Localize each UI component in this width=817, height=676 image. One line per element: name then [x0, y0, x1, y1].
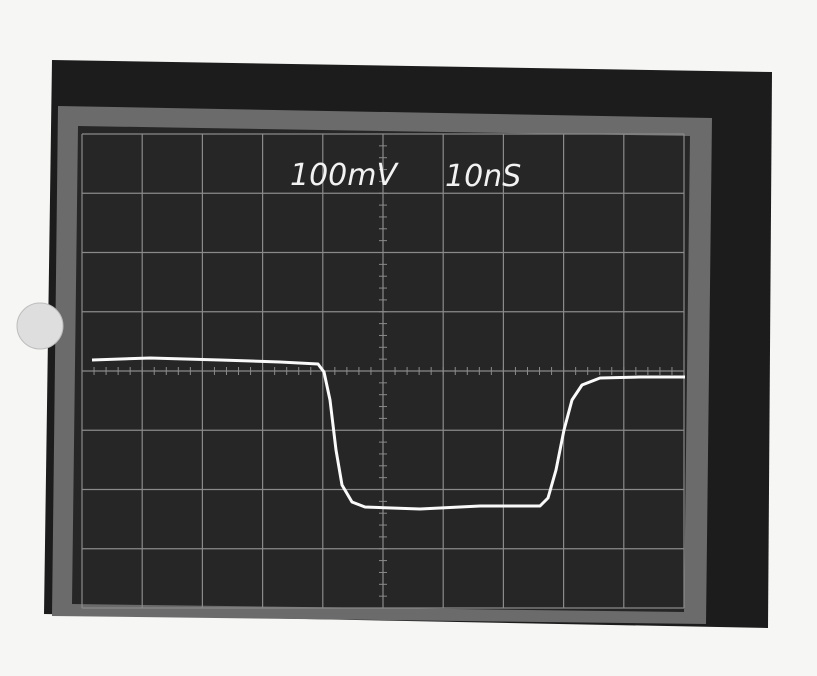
signal-trace [91, 356, 685, 511]
time-scale: 10nS [445, 159, 521, 194]
vertical-scale: 100mV [290, 158, 399, 193]
graticule [81, 133, 685, 609]
scope-screen [72, 126, 690, 612]
binder-hole [16, 302, 64, 350]
